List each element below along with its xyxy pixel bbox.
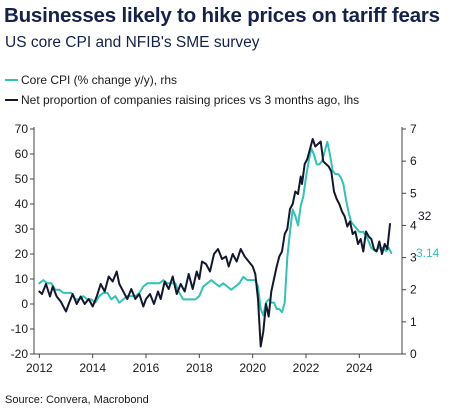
right-tick-label: 0 [410, 347, 417, 361]
x-tick-label: 2024 [346, 361, 373, 375]
right-tick-label: 5 [410, 186, 417, 200]
left-tick-label: 50 [15, 172, 29, 186]
right-tick-label: 7 [410, 122, 417, 136]
right-tick-label: 3 [410, 251, 417, 265]
left-tick-label: 10 [15, 272, 29, 286]
left-tick-label: 20 [15, 247, 29, 261]
left-tick-label: 60 [15, 147, 29, 161]
chart-title: Businesses likely to hike prices on tari… [4, 4, 440, 27]
chart-subtitle: US core CPI and NFIB's SME survey [5, 34, 260, 51]
chart-source: Source: Convera, Macrobond [5, 394, 149, 406]
series-line-nfib [38, 138, 391, 348]
legend-label-nfib: Net proportion of companies raising pric… [21, 93, 360, 107]
series-line-core-cpi [38, 140, 393, 317]
left-tick-label: -10 [11, 322, 29, 336]
legend-label-core-cpi: Core CPI (% change y/y), rhs [21, 73, 178, 87]
right-tick-label: 1 [410, 315, 417, 329]
left-tick-label: 40 [15, 197, 29, 211]
legend-swatch-nfib [5, 99, 18, 101]
left-tick-label: -20 [11, 347, 29, 361]
x-tick-label: 2020 [239, 361, 266, 375]
right-tick-label: 4 [410, 218, 417, 232]
left-tick-label: 70 [15, 122, 29, 136]
x-tick-label: 2012 [26, 361, 53, 375]
right-tick-label: 6 [410, 154, 417, 168]
legend-item-nfib: Net proportion of companies raising pric… [5, 90, 359, 110]
legend-item-core-cpi: Core CPI (% change y/y), rhs [5, 70, 359, 90]
end-label-core-cpi: 3.14 [416, 246, 440, 260]
x-tick-label: 2022 [293, 361, 320, 375]
left-tick-label: 0 [21, 297, 28, 311]
end-label-nfib: 32 [418, 209, 432, 223]
right-tick-label: 2 [410, 283, 417, 297]
legend-swatch-core-cpi [5, 79, 18, 81]
x-tick-label: 2018 [186, 361, 213, 375]
x-tick-label: 2016 [133, 361, 160, 375]
left-tick-label: 30 [15, 222, 29, 236]
x-tick-label: 2014 [79, 361, 106, 375]
legend: Core CPI (% change y/y), rhs Net proport… [5, 70, 359, 110]
